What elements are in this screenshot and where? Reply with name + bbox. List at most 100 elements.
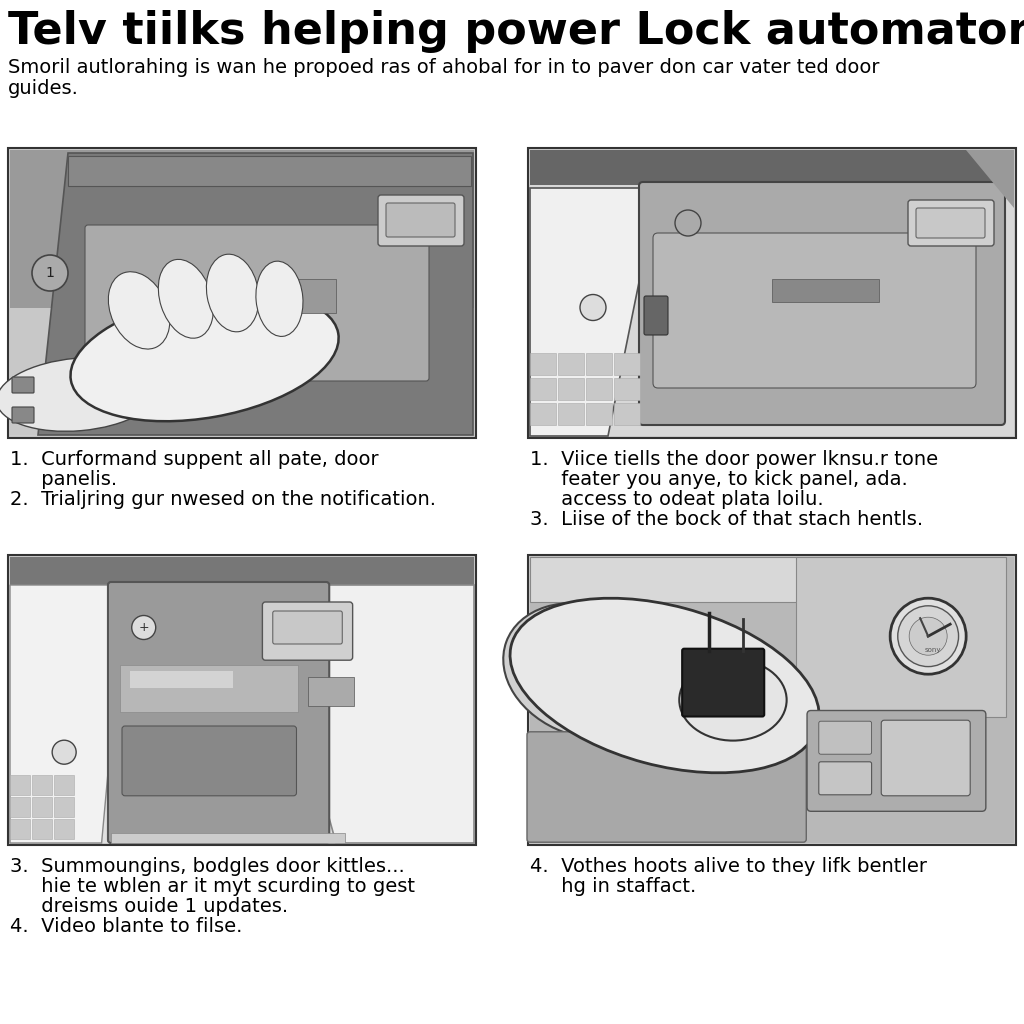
Bar <box>10 797 30 817</box>
Ellipse shape <box>0 357 160 431</box>
Circle shape <box>52 740 76 764</box>
Bar <box>797 557 1007 717</box>
FancyBboxPatch shape <box>12 377 34 393</box>
FancyBboxPatch shape <box>819 762 871 795</box>
FancyBboxPatch shape <box>807 711 986 811</box>
Polygon shape <box>530 188 658 436</box>
Bar <box>111 833 345 843</box>
Text: 3.  Summoungins, bodgles door kittles...: 3. Summoungins, bodgles door kittles... <box>10 857 404 876</box>
Bar <box>586 353 612 375</box>
Text: 2.  Trialjring gur nwesed on the notification.: 2. Trialjring gur nwesed on the notifica… <box>10 490 436 509</box>
FancyBboxPatch shape <box>528 555 1016 845</box>
Text: Telv tiilks helping power Lock automator: Telv tiilks helping power Lock automator <box>8 10 1024 53</box>
Polygon shape <box>38 153 473 435</box>
Bar <box>68 156 471 186</box>
Bar <box>614 353 640 375</box>
Bar <box>54 775 74 795</box>
Text: guides.: guides. <box>8 79 79 98</box>
Text: dreisms ouide 1 updates.: dreisms ouide 1 updates. <box>10 897 288 916</box>
Text: 1: 1 <box>45 266 54 280</box>
Text: access to odeat plata loilu.: access to odeat plata loilu. <box>530 490 823 509</box>
Ellipse shape <box>207 254 259 332</box>
Bar <box>586 378 612 400</box>
FancyBboxPatch shape <box>819 721 871 755</box>
Bar <box>530 378 556 400</box>
Bar <box>10 557 474 585</box>
Bar <box>10 307 474 435</box>
Polygon shape <box>265 585 474 843</box>
FancyBboxPatch shape <box>653 233 976 388</box>
Bar <box>530 557 799 602</box>
FancyBboxPatch shape <box>378 195 464 246</box>
Text: panelis.: panelis. <box>10 470 117 489</box>
Circle shape <box>909 617 947 655</box>
Ellipse shape <box>510 598 819 773</box>
Bar <box>772 279 880 302</box>
Text: 1.  Viice tiells the door power lknsu.r tone: 1. Viice tiells the door power lknsu.r t… <box>530 450 938 469</box>
Bar <box>32 819 52 839</box>
Bar <box>307 677 354 706</box>
Bar <box>530 150 1014 436</box>
Text: 4.  Vothes hoots alive to they lifk bentler: 4. Vothes hoots alive to they lifk bentl… <box>530 857 927 876</box>
FancyBboxPatch shape <box>682 648 764 717</box>
Bar <box>54 797 74 817</box>
Bar <box>265 279 336 313</box>
Bar <box>32 775 52 795</box>
Ellipse shape <box>109 271 170 349</box>
FancyBboxPatch shape <box>908 200 994 246</box>
Ellipse shape <box>503 603 670 739</box>
Bar <box>530 353 556 375</box>
Bar <box>10 557 474 843</box>
Circle shape <box>890 598 967 674</box>
Bar <box>54 819 74 839</box>
Bar <box>530 557 1014 843</box>
FancyBboxPatch shape <box>528 148 1016 438</box>
FancyBboxPatch shape <box>644 296 668 335</box>
Ellipse shape <box>256 261 303 337</box>
FancyBboxPatch shape <box>85 225 429 381</box>
Bar <box>558 378 584 400</box>
Bar <box>130 671 232 688</box>
Ellipse shape <box>159 259 213 338</box>
FancyBboxPatch shape <box>527 732 806 842</box>
Bar <box>10 775 30 795</box>
Circle shape <box>675 210 701 236</box>
Bar <box>10 150 474 309</box>
Circle shape <box>898 606 958 667</box>
Bar <box>586 403 612 425</box>
FancyBboxPatch shape <box>882 720 970 796</box>
Bar <box>614 378 640 400</box>
Text: hg in staffact.: hg in staffact. <box>530 877 696 896</box>
FancyBboxPatch shape <box>272 611 342 644</box>
Bar <box>10 819 30 839</box>
Bar <box>558 353 584 375</box>
Text: 1.  Curformand suppent all pate, door: 1. Curformand suppent all pate, door <box>10 450 379 469</box>
FancyBboxPatch shape <box>122 726 297 796</box>
Ellipse shape <box>71 293 339 421</box>
FancyBboxPatch shape <box>108 582 330 843</box>
Text: hie te wblen ar it myt scurding to gest: hie te wblen ar it myt scurding to gest <box>10 877 415 896</box>
FancyBboxPatch shape <box>12 407 34 423</box>
Text: 4.  Video blante to filse.: 4. Video blante to filse. <box>10 918 243 936</box>
FancyBboxPatch shape <box>916 208 985 238</box>
Bar <box>530 403 556 425</box>
Bar <box>121 666 298 712</box>
FancyBboxPatch shape <box>386 203 455 237</box>
Polygon shape <box>966 150 1014 208</box>
Bar <box>530 150 1014 185</box>
Circle shape <box>580 295 606 321</box>
FancyBboxPatch shape <box>8 555 476 845</box>
Text: feater you anye, to kick panel, ada.: feater you anye, to kick panel, ada. <box>530 470 907 489</box>
Text: sony: sony <box>925 647 941 653</box>
Bar <box>614 403 640 425</box>
Ellipse shape <box>679 659 786 740</box>
FancyBboxPatch shape <box>639 182 1005 425</box>
Bar <box>558 403 584 425</box>
Circle shape <box>132 615 156 640</box>
Polygon shape <box>10 585 125 843</box>
Text: Smoril autlorahing is wan he propoed ras of ahobal for in to paver don car vater: Smoril autlorahing is wan he propoed ras… <box>8 58 880 77</box>
Bar <box>32 797 52 817</box>
FancyBboxPatch shape <box>8 148 476 438</box>
FancyBboxPatch shape <box>262 602 352 660</box>
Text: 3.  Liise of the bock of that stach hentls.: 3. Liise of the bock of that stach hentl… <box>530 510 923 529</box>
